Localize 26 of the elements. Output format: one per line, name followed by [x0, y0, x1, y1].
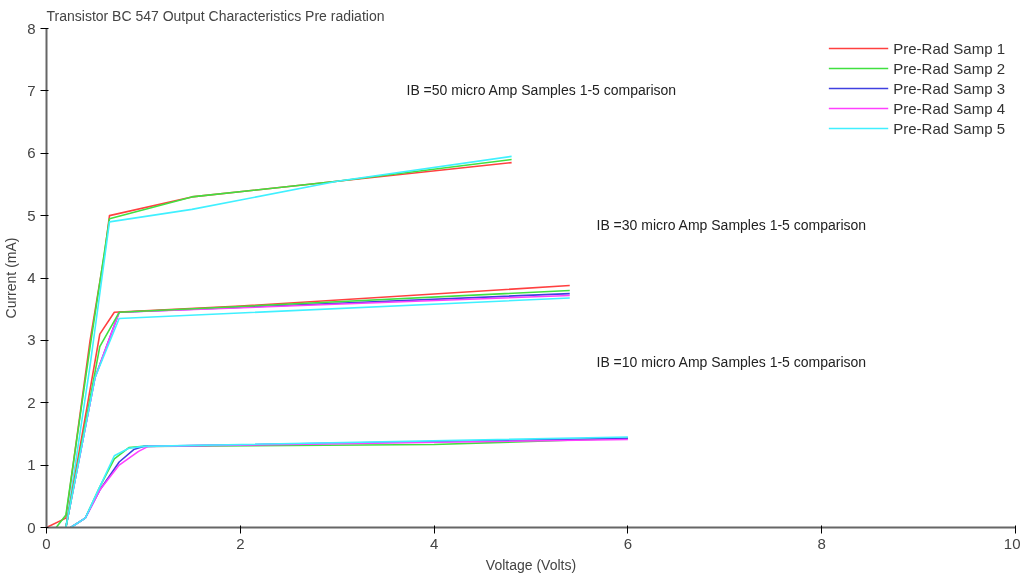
annotation: IB =50 micro Amp Samples 1-5 comparison: [406, 81, 677, 98]
y-axis-title: Current (mA): [3, 237, 20, 319]
x-tick-label: 10: [1003, 534, 1021, 552]
annotation: IB =30 micro Amp Samples 1-5 comparison: [596, 216, 867, 233]
legend-label: Pre-Rad Samp 4: [893, 99, 1005, 117]
x-tick-label: 2: [236, 534, 245, 552]
legend-label: Pre-Rad Samp 1: [893, 39, 1005, 57]
y-tick-label: 3: [27, 331, 36, 349]
x-tick-label: 8: [817, 534, 826, 552]
x-tick-label: 6: [623, 534, 633, 552]
legend-label: Pre-Rad Samp 2: [893, 59, 1005, 77]
legend-label: Pre-Rad Samp 3: [893, 79, 1005, 97]
legend-label: Pre-Rad Samp 5: [893, 119, 1005, 137]
y-tick-label: 6: [27, 144, 36, 162]
x-axis-title: Voltage (Volts): [485, 556, 577, 573]
y-tick-label: 4: [27, 269, 36, 286]
annotation: IB =10 micro Amp Samples 1-5 comparison: [596, 353, 867, 370]
y-tick-label: 5: [27, 206, 36, 224]
y-tick-label: 1: [27, 456, 36, 474]
y-tick-label: 2: [27, 393, 36, 411]
y-tick-label: 0: [27, 518, 36, 536]
y-tick-label: 8: [27, 19, 36, 37]
chart-title: Transistor BC 547 Output Characteristics Pre radiation: [46, 7, 385, 24]
y-tick-label: 7: [27, 81, 36, 99]
x-tick-label: 4: [429, 534, 439, 552]
x-tick-label: 0: [42, 534, 51, 552]
